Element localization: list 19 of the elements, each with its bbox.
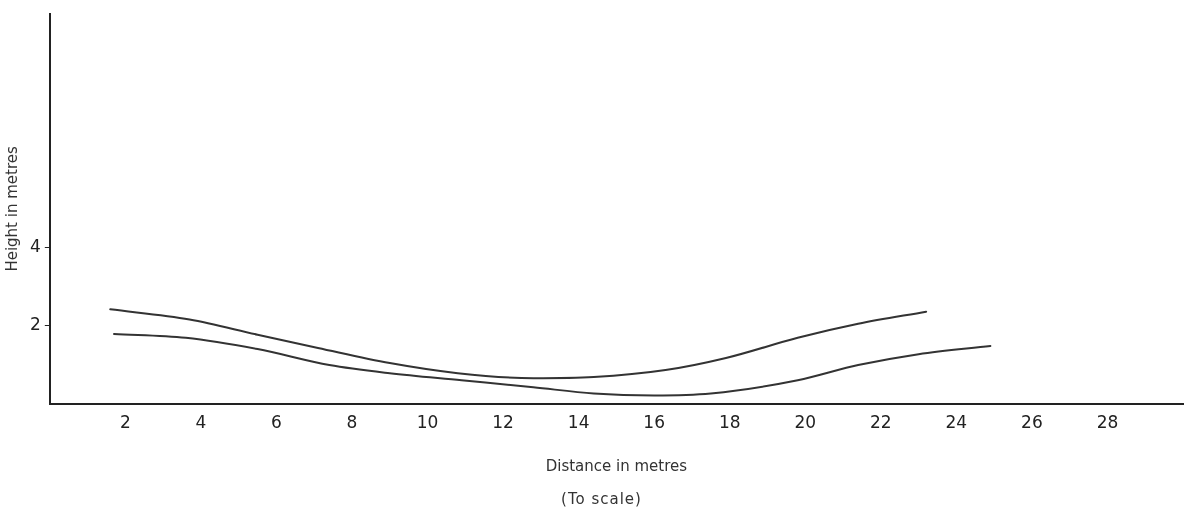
line-series — [113, 332, 992, 397]
x-tick-label: 22 — [870, 412, 892, 433]
x-tick-label: 20 — [794, 412, 817, 433]
line-series — [109, 308, 928, 380]
x-tick-label: 10 — [416, 412, 439, 433]
text: (To scale) — [560, 490, 643, 508]
x-axis-title: Distance in metres — [545, 456, 688, 475]
x-tick-label: 8 — [346, 412, 358, 433]
x-tick-label: 6 — [271, 412, 282, 433]
x-tick-label: 26 — [1021, 412, 1043, 433]
x-tick-label: 12 — [492, 412, 514, 433]
y-axis-title: Height in metres — [2, 146, 21, 272]
x-tick-label: 4 — [195, 412, 207, 433]
x-tick-label: 14 — [567, 412, 590, 433]
x-tick-label: 2 — [119, 412, 131, 433]
x-tick-label: 18 — [718, 412, 741, 433]
x-tick-label: 24 — [945, 412, 968, 433]
x-tick-label: 28 — [1096, 412, 1119, 433]
x-tick-label: 16 — [643, 412, 665, 433]
